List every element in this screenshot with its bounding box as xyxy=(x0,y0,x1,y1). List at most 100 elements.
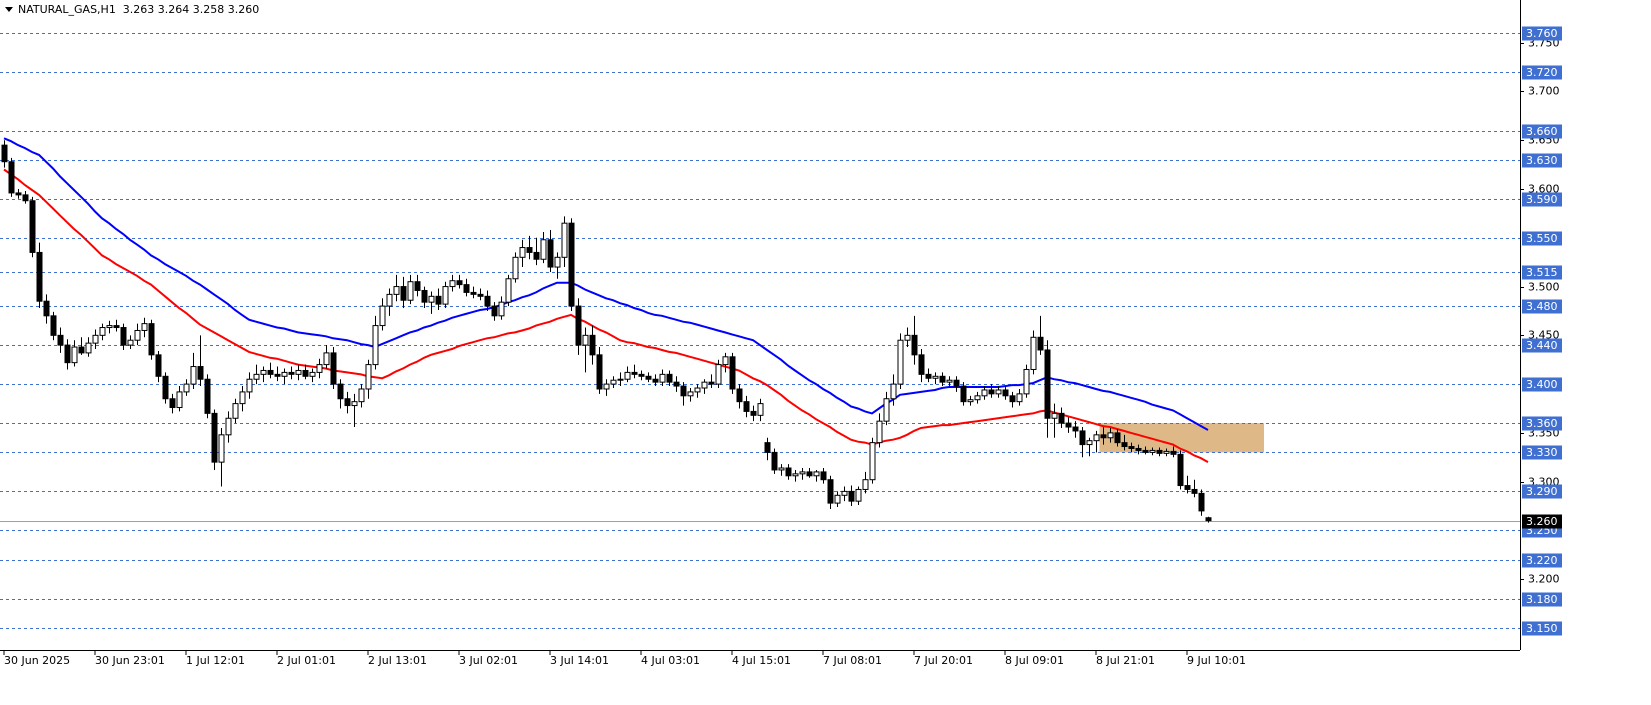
candle-body xyxy=(897,339,904,385)
candle-body xyxy=(554,256,561,268)
candle-body xyxy=(687,391,694,397)
candle-body xyxy=(1149,449,1156,453)
candle-body xyxy=(1079,430,1086,446)
level-label-box xyxy=(1522,153,1562,168)
last-price-label: 3.260 xyxy=(1526,515,1558,528)
candle-body xyxy=(141,323,148,331)
candle-body xyxy=(400,286,407,301)
candle-body xyxy=(232,403,239,419)
candle-body xyxy=(113,325,120,329)
candle-body xyxy=(337,383,344,400)
candle-body xyxy=(134,329,141,341)
candle-body xyxy=(953,379,960,387)
candle-body xyxy=(218,434,225,463)
candle-body xyxy=(813,471,820,477)
candle-body xyxy=(820,471,827,481)
candle-body xyxy=(211,412,218,463)
x-tick-label: 1 Jul 12:01 xyxy=(186,654,245,667)
candle-body xyxy=(806,471,813,477)
level-label-box xyxy=(1522,338,1562,353)
supply-zone xyxy=(1099,423,1264,453)
candle-body xyxy=(561,222,568,258)
candle-body xyxy=(127,339,134,346)
candle-body xyxy=(757,403,764,416)
x-tick-label: 4 Jul 03:01 xyxy=(641,654,700,667)
candle-body xyxy=(869,442,876,481)
candle-body xyxy=(652,378,659,383)
candle-body xyxy=(169,398,176,409)
candle-body xyxy=(694,387,701,393)
candle-body xyxy=(1037,336,1044,351)
candle-body xyxy=(785,467,792,477)
candle-body xyxy=(743,401,750,412)
candle-body xyxy=(946,379,953,383)
candle-body xyxy=(876,420,883,444)
menu-triangle[interactable] xyxy=(5,7,13,12)
level-label-box xyxy=(1522,377,1562,392)
candle-body xyxy=(750,410,757,416)
moving-average xyxy=(3,168,1209,463)
x-tick-label: 4 Jul 15:01 xyxy=(732,654,791,667)
candle-body xyxy=(967,399,974,403)
x-tick-label: 3 Jul 14:01 xyxy=(550,654,609,667)
candle-body xyxy=(379,305,386,327)
candle-body xyxy=(680,385,687,397)
candle-body xyxy=(29,200,36,253)
candle-body xyxy=(288,371,295,375)
level-label: 3.220 xyxy=(1526,554,1558,567)
candle-body xyxy=(918,354,925,375)
level-label: 3.660 xyxy=(1526,125,1558,138)
candle-body xyxy=(1121,442,1128,448)
candle-body xyxy=(778,467,785,471)
candle-body xyxy=(715,364,722,385)
level-label: 3.360 xyxy=(1526,417,1558,430)
x-tick-label: 2 Jul 13:01 xyxy=(368,654,427,667)
candle-body xyxy=(267,369,274,375)
candle-body xyxy=(491,305,498,317)
x-tick-label: 7 Jul 20:01 xyxy=(914,654,973,667)
candle-body xyxy=(64,344,71,364)
candle-body xyxy=(736,388,743,403)
candle-body xyxy=(1184,485,1191,490)
candle-body xyxy=(638,373,645,377)
candle-body xyxy=(960,385,967,403)
level-label: 3.440 xyxy=(1526,339,1558,352)
candle-body xyxy=(974,395,981,401)
candle-body xyxy=(1030,336,1037,370)
candle-body xyxy=(659,373,666,383)
level-label: 3.180 xyxy=(1526,593,1558,606)
candle-body xyxy=(1,144,8,163)
level-label-box xyxy=(1522,416,1562,431)
candle-body xyxy=(386,293,393,307)
candle-body xyxy=(190,366,197,385)
y-tick-label: 3.200 xyxy=(1528,573,1560,586)
candle-body xyxy=(624,371,631,380)
candle-body xyxy=(1170,450,1177,455)
candle-body xyxy=(1135,447,1142,451)
candle-body xyxy=(372,325,379,366)
candle-body xyxy=(421,289,428,303)
candle-body xyxy=(197,366,204,380)
candle-body xyxy=(1156,449,1163,454)
y-tick-label: 3.500 xyxy=(1528,281,1560,294)
candle-body xyxy=(533,251,540,260)
candle-body xyxy=(302,369,309,377)
y-tick-label: 3.700 xyxy=(1528,85,1560,98)
candle-body xyxy=(463,284,470,293)
candle-body xyxy=(358,388,365,403)
candle-body xyxy=(281,371,288,377)
candle-body xyxy=(106,325,113,329)
level-label-box xyxy=(1522,265,1562,280)
y-tick-label: 3.450 xyxy=(1528,329,1560,342)
candle-body xyxy=(71,346,78,364)
candle-body xyxy=(1100,434,1107,439)
candle-body xyxy=(764,442,771,453)
candle-body xyxy=(771,451,778,471)
level-label-box xyxy=(1522,299,1562,314)
candle-body xyxy=(1051,412,1058,419)
level-label-box xyxy=(1522,445,1562,460)
level-label: 3.515 xyxy=(1526,266,1558,279)
level-label-box xyxy=(1522,231,1562,246)
candle-body xyxy=(848,490,855,502)
candle-body xyxy=(50,315,57,336)
